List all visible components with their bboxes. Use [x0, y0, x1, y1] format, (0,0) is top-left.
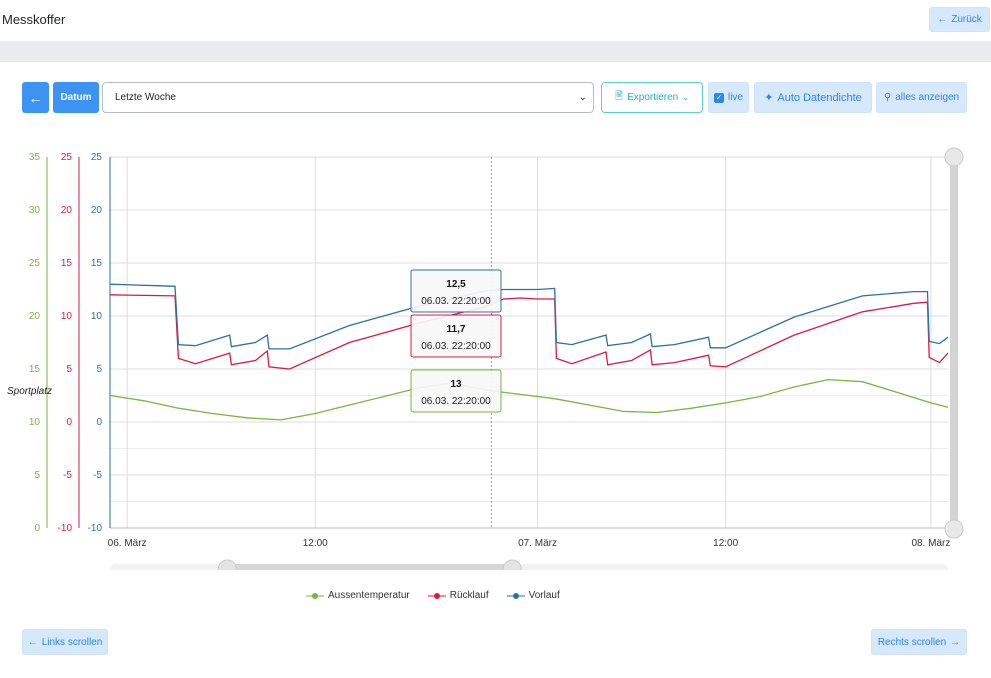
red-axis-tick-label: 20 [61, 205, 73, 216]
scroll-right-button[interactable]: Rechts scrollen → [871, 629, 967, 655]
time-range-value: Letzte Woche [115, 92, 176, 103]
green-axis-tick-label: 30 [29, 205, 41, 216]
tooltip-value: 12,5 [446, 279, 466, 290]
arrow-left-icon: ← [937, 14, 948, 25]
show-all-label: alles anzeigen [895, 92, 960, 103]
red-axis-tick-label: -5 [63, 470, 72, 481]
red-axis-tick-label: 15 [61, 258, 73, 269]
arrow-right-icon: → [950, 636, 961, 648]
tooltip-box [410, 269, 502, 313]
tooltip-value: 13 [450, 379, 462, 390]
tooltip-time: 06.03. 22:20:00 [421, 396, 491, 407]
auto-density-label: Auto Datendichte [777, 91, 862, 104]
red-axis-tick-label: 0 [66, 417, 72, 428]
red-axis-tick-label: -10 [58, 523, 73, 534]
document-icon: 🗎 [615, 91, 624, 102]
x-tick-label: 07. März [518, 538, 557, 549]
blue-axis-tick-label: 10 [91, 311, 103, 322]
export-label: Exportieren [627, 92, 679, 103]
tooltip-value: 11,7 [447, 324, 466, 335]
green-axis-tick-label: 15 [29, 364, 41, 375]
blue-axis-tick-label: -5 [93, 470, 102, 481]
navigator-handle-right[interactable] [502, 559, 522, 579]
green-axis-tick-label: 5 [34, 470, 40, 481]
legend-marker [506, 592, 525, 599]
vertical-scroll-handle-bottom[interactable] [944, 519, 964, 539]
scroll-left-label: Links scrollen [41, 636, 103, 648]
scroll-right-label: Rechts scrollen [877, 636, 947, 648]
top-bar: Messkoffer ← Zurück [0, 0, 991, 41]
sportplatz-label: Sportplatz [7, 386, 52, 397]
arrow-left-icon: ← [27, 636, 38, 648]
export-button[interactable]: 🗎 Exportieren ⌄ [601, 82, 703, 113]
checkbox-icon[interactable]: ✓ [713, 92, 724, 103]
red-axis-tick-label: 25 [61, 152, 73, 163]
green-axis-tick-label: 10 [29, 417, 41, 428]
series-line-3[interactable] [109, 283, 949, 350]
green-axis-tick-label: 25 [29, 258, 41, 269]
live-toggle[interactable]: ✓ live [708, 82, 749, 113]
red-axis-tick-label: 10 [61, 311, 73, 322]
blue-axis-tick-label: 5 [96, 364, 102, 375]
x-tick-label: 06. März [108, 538, 147, 549]
chart-legend: Aussentemperatur Rücklauf Vorlauf [306, 590, 560, 601]
blue-axis-tick-label: -10 [88, 523, 103, 534]
legend-label: Rücklauf [449, 590, 489, 601]
back-button[interactable]: ← Zurück [929, 7, 990, 32]
legend-label: Vorlauf [528, 590, 560, 601]
live-label: live [727, 92, 743, 103]
datum-button[interactable]: Datum [53, 82, 99, 113]
show-all-button[interactable]: ⚲ alles anzeigen [876, 82, 967, 113]
legend-item-vorlauf[interactable]: Vorlauf [506, 590, 560, 601]
auto-density-button[interactable]: ✦ Auto Datendichte [754, 82, 872, 113]
arrow-left-icon: ← [28, 89, 43, 106]
page-title: Messkoffer [2, 12, 66, 27]
divider-band [0, 41, 991, 62]
time-range-select[interactable]: Letzte Woche ⌄ [102, 82, 594, 113]
magic-wand-icon: ✦ [764, 92, 774, 104]
scroll-left-button[interactable]: ← Links scrollen [22, 629, 108, 655]
green-axis-tick-label: 20 [29, 311, 41, 322]
navigator-handle-left[interactable] [217, 559, 237, 579]
green-axis-tick-label: 0 [34, 523, 40, 534]
red-axis-tick-label: 5 [66, 364, 72, 375]
tooltip-time: 06.03. 22:20:00 [421, 296, 491, 307]
green-axis-tick-label: 35 [29, 152, 41, 163]
chevron-down-icon: ⌄ [682, 93, 689, 102]
tooltip-box [410, 369, 502, 413]
vertical-scrollbar[interactable] [950, 157, 958, 529]
zoom-icon: ⚲ [883, 92, 892, 103]
series-line-2[interactable] [109, 294, 949, 370]
blue-axis-tick-label: 20 [91, 205, 103, 216]
back-button-label: Zurück [951, 14, 982, 25]
blue-axis-tick-label: 15 [91, 258, 103, 269]
series-line-1[interactable] [109, 378, 949, 421]
legend-label: Aussentemperatur [328, 590, 410, 601]
x-tick-label: 08. März [911, 538, 950, 549]
blue-axis-tick-label: 25 [91, 152, 103, 163]
legend-item-aussentemperatur[interactable]: Aussentemperatur [306, 590, 410, 601]
tooltip-box [410, 314, 502, 358]
chart-area[interactable]: 35 30 25 20 15 10 5 0 25 20 15 10 5 0 -5 -10 25 20 15 10 5 0 -… [0, 140, 991, 579]
x-tick-label: 12:00 [303, 538, 328, 549]
chevron-down-icon: ⌄ [578, 92, 587, 103]
blue-axis-tick-label: 0 [96, 417, 102, 428]
chart-toolbar: ← Datum Letzte Woche ⌄ 🗎 Exportieren ⌄ ✓… [0, 80, 991, 114]
vertical-scroll-handle-top[interactable] [944, 147, 964, 167]
previous-button[interactable]: ← [22, 82, 49, 113]
line-chart[interactable]: 35 30 25 20 15 10 5 0 25 20 15 10 5 0 -5 -10 25 20 15 10 5 0 -… [0, 140, 991, 579]
navigator-window[interactable] [227, 564, 513, 574]
x-tick-label: 12:00 [713, 538, 738, 549]
legend-marker [306, 592, 324, 599]
legend-marker [427, 592, 446, 599]
legend-item-ruecklauf[interactable]: Rücklauf [427, 590, 489, 601]
tooltip-time: 06.03. 22:20:00 [421, 341, 491, 352]
